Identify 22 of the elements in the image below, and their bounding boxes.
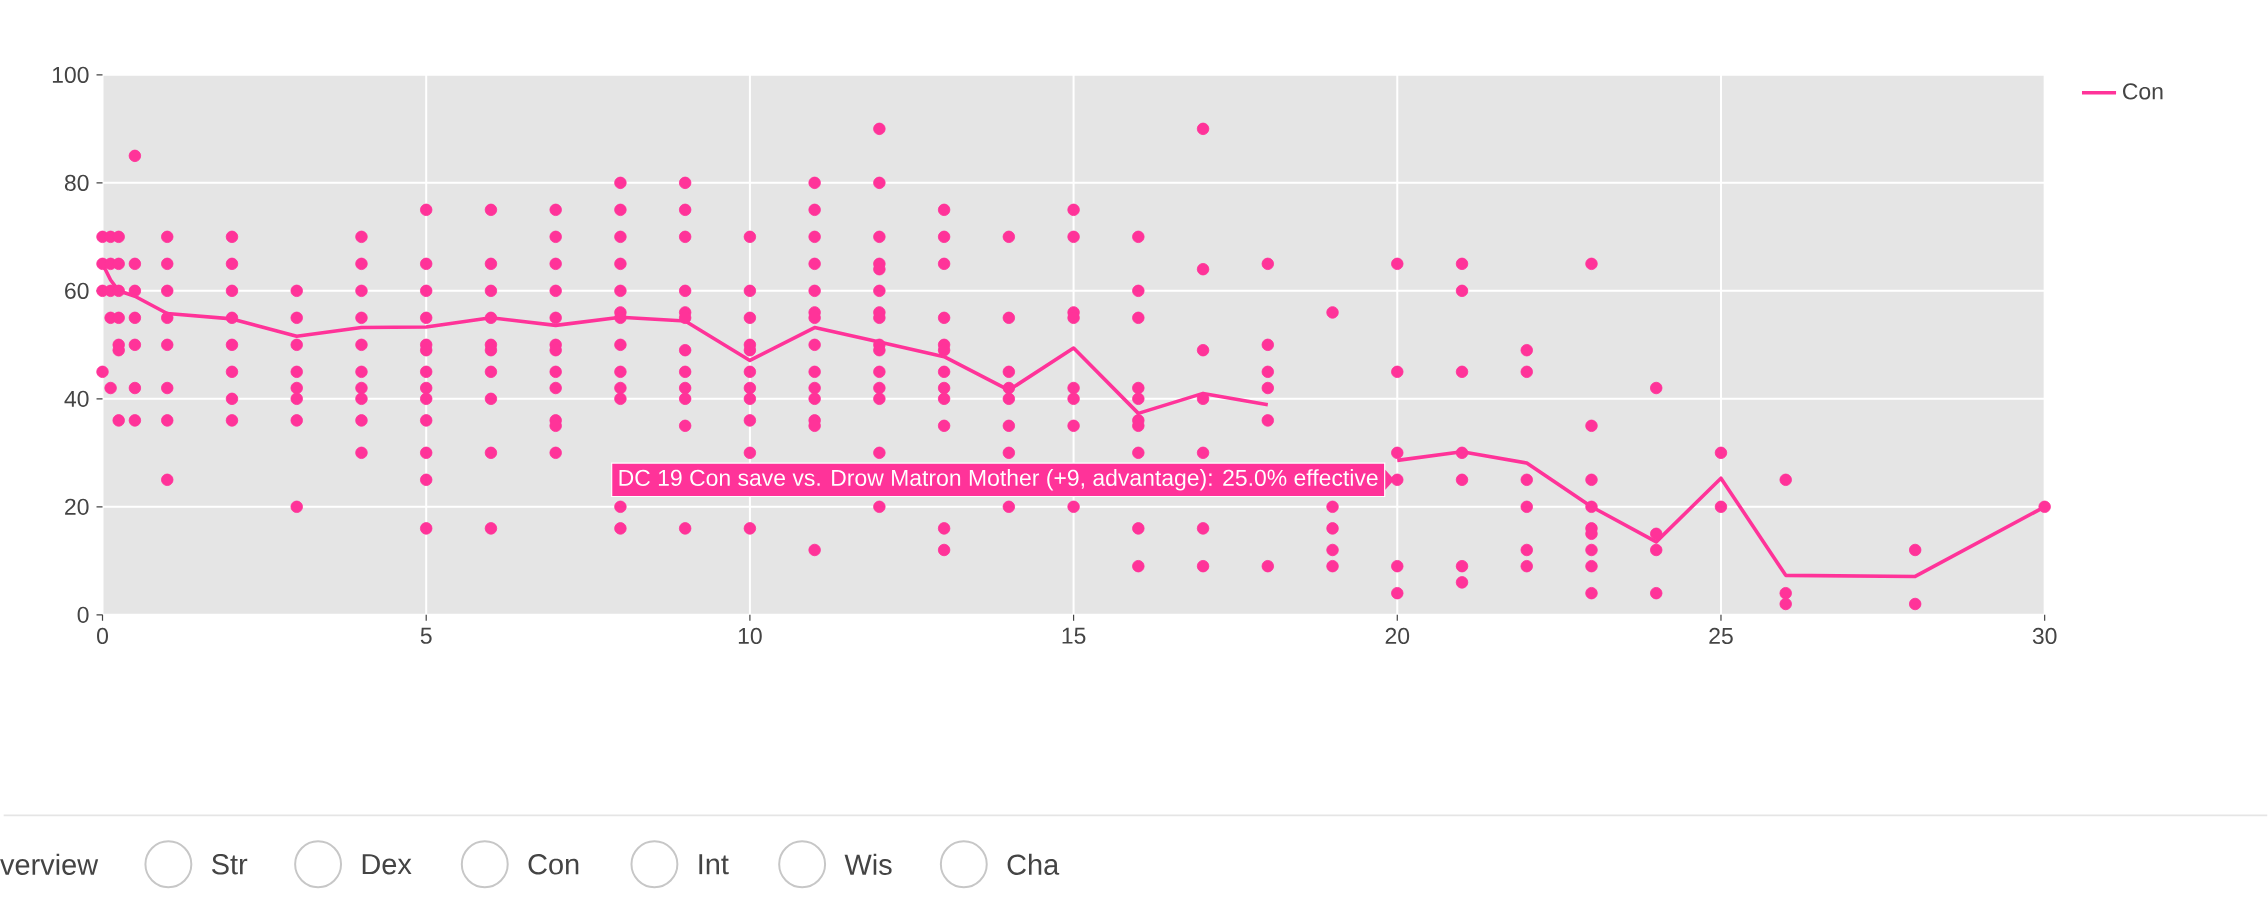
text: Str [212,853,248,875]
text: Wis [844,853,892,875]
legend-label: Con [2123,83,2163,100]
x-tick-label: 25 [1709,627,1733,644]
x-tick-label: 5 [420,627,432,644]
y-tick-label: 60 [65,282,89,299]
x-tick-label: 20 [1385,627,1410,644]
x-tick-label: 15 [1062,627,1086,644]
x-tick-label: 10 [738,627,762,644]
text: verview [0,853,99,875]
y-tick-label: 0 [77,606,89,623]
x-tick-label: 0 [97,627,108,644]
text: Dex [362,854,412,875]
text: Int [699,854,729,875]
annotation: DC 19 Con save vs. Drow Matron Mother (+9, advantage): 25.0% effective [619,469,1378,491]
text: Con [528,853,579,875]
text: Cha [1007,853,1060,875]
y-tick-label: 20 [65,498,89,515]
y-tick-label: 40 [64,390,89,407]
x-tick-label: 30 [2032,627,2057,644]
y-tick-label: 100 [52,66,89,83]
y-tick-label: 80 [64,174,89,191]
